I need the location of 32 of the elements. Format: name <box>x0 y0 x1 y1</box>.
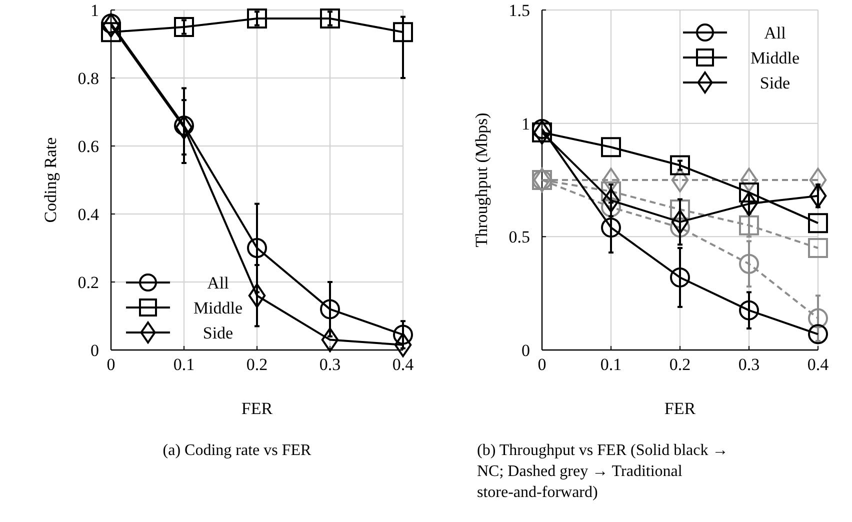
x-tick-label: 0.4 <box>807 355 830 374</box>
x-tick-label: 0 <box>538 355 546 374</box>
x-tick-label: 0.3 <box>738 355 760 374</box>
legend-label: Side <box>202 324 234 342</box>
y-tick-label: 0.6 <box>78 137 99 156</box>
y-axis-title: Throughput (Mbps) <box>472 112 491 248</box>
x-tick-label: 0.2 <box>669 355 691 374</box>
y-axis-title: Coding Rate <box>41 137 60 223</box>
legend-label: Side <box>760 74 790 92</box>
x-tick-label: 0.1 <box>600 355 622 374</box>
text: (a) Coding rate vs FER <box>162 442 312 459</box>
x-tick-label: 0.3 <box>319 355 341 374</box>
x-tick-label: 0.4 <box>392 355 414 374</box>
y-tick-label: 0.2 <box>78 273 99 292</box>
y-tick-label: 1 <box>522 114 530 134</box>
y-tick-label: 0.8 <box>78 69 99 88</box>
x-axis-title: FER <box>241 399 274 418</box>
x-tick-label: 0.2 <box>246 355 268 374</box>
legend-label: Middle <box>750 48 800 68</box>
legend-label: All <box>764 24 786 42</box>
y-tick-label: 1.5 <box>508 1 530 20</box>
y-tick-label: 0 <box>522 341 530 360</box>
text: (b) Throughput vs FER (Solid black → NC; Dashed grey → Traditional store-and-forward) <box>477 442 728 501</box>
x-axis-title: FER <box>664 399 696 418</box>
legend-label: Middle <box>193 298 243 318</box>
y-tick-label: 0.4 <box>78 205 100 224</box>
x-tick-label: 0 <box>106 355 116 374</box>
y-tick-label: 0.5 <box>508 228 530 247</box>
y-tick-label: 0 <box>90 341 99 360</box>
legend-label: All <box>207 274 230 292</box>
y-tick-label: 1 <box>90 1 99 20</box>
x-tick-label: 0.1 <box>173 355 195 374</box>
